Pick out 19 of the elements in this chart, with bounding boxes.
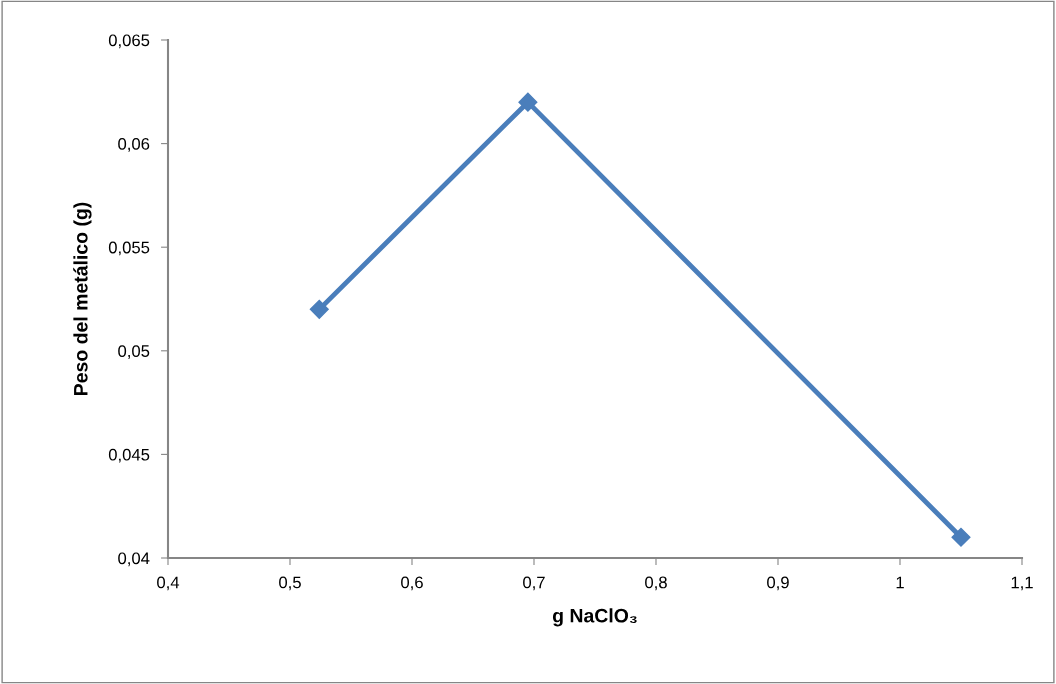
y-axis-title: Peso del metálico (g) [73, 202, 92, 395]
point [518, 92, 538, 112]
y-tick-label: 0,05 [118, 345, 150, 359]
point [951, 527, 971, 547]
x-tick-label: 0,7 [523, 576, 545, 591]
y-tick-label: 0,065 [108, 34, 150, 49]
y-tick-label: 0,04 [118, 552, 150, 567]
x-axis-title: g NaClO₃ [552, 608, 637, 627]
x-tick-label: 0,5 [279, 576, 301, 591]
point [309, 299, 329, 319]
x-tick-label: 0,6 [401, 576, 423, 591]
y-tick-label: 0,06 [118, 138, 150, 152]
y-tick-label: 0,045 [108, 448, 150, 463]
x-tick-label: 1,1 [1011, 576, 1033, 591]
y-tick-label: 0,055 [108, 241, 150, 256]
x-tick-label: 0,8 [645, 576, 667, 591]
x-tick-label: 1 [896, 576, 904, 589]
x-tick-label: 0,4 [157, 576, 180, 591]
x-tick-label: 0,9 [767, 576, 789, 591]
